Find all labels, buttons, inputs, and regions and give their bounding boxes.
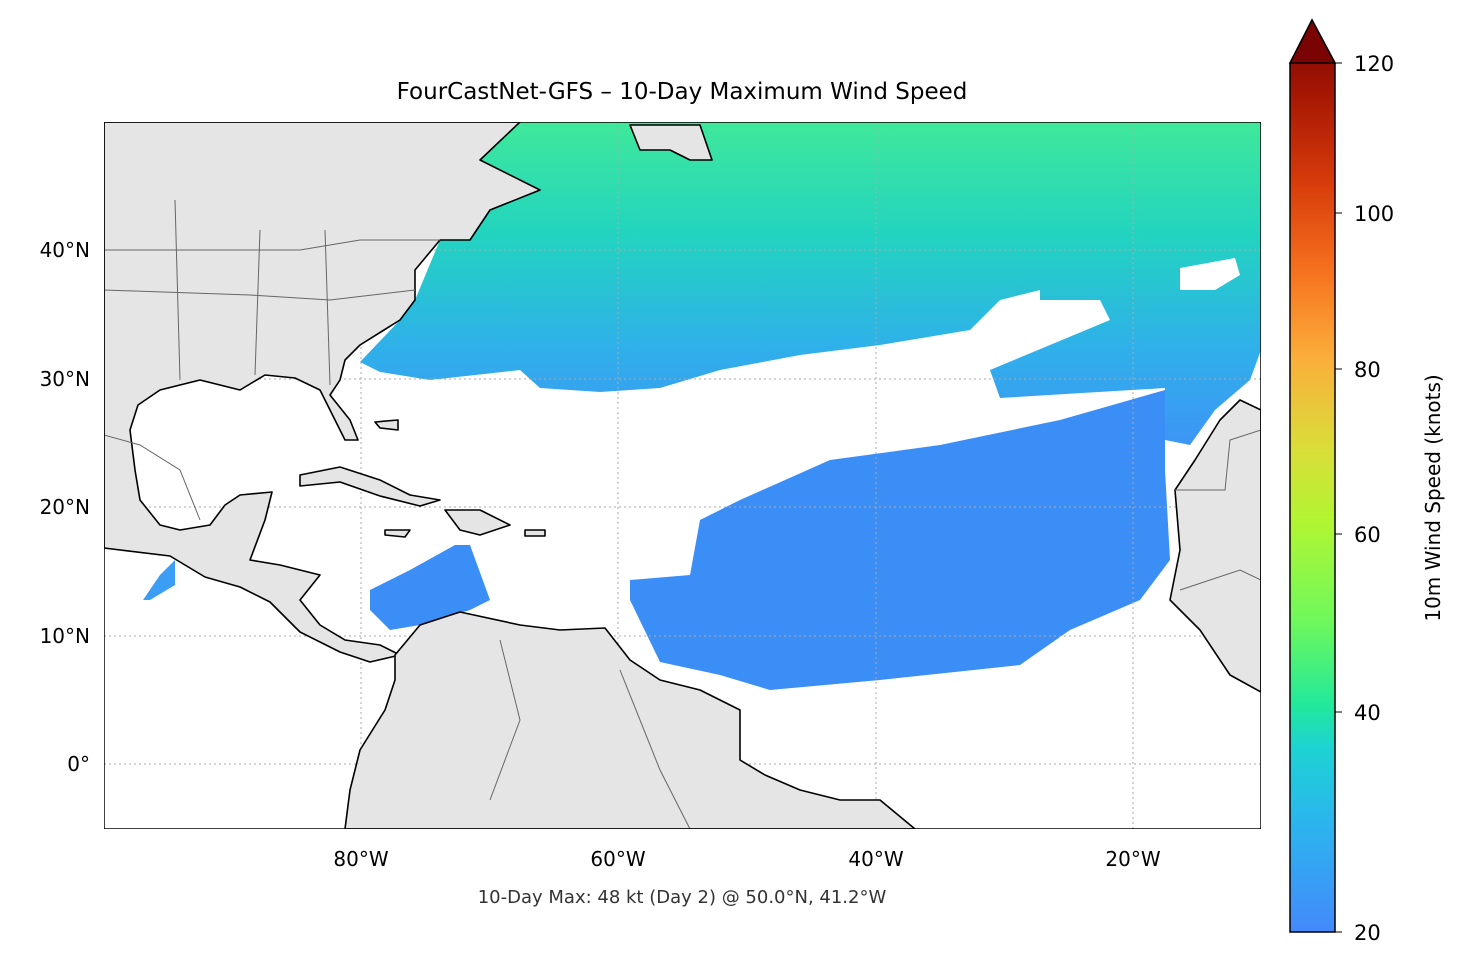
y-tick-label: 0°	[67, 752, 90, 776]
land-jamaica	[384, 529, 411, 538]
colorbar-tick-label: 100	[1354, 202, 1394, 226]
wind-gap	[1180, 258, 1240, 290]
colorbar-label: 10m Wind Speed (knots)	[1421, 374, 1445, 621]
x-tick-label: 80°W	[333, 847, 388, 871]
colorbar-body	[1289, 18, 1336, 933]
x-tick-label: 60°W	[590, 847, 645, 871]
land-south-america	[344, 611, 916, 829]
x-tick-label: 40°W	[848, 847, 903, 871]
y-tick-labels: 40°N 30°N 20°N 10°N 0°	[40, 238, 90, 776]
wind-region-north-atlantic	[360, 122, 1261, 445]
x-tick-label: 20°W	[1105, 847, 1160, 871]
y-tick-label: 30°N	[40, 367, 90, 391]
land-north-america	[104, 122, 541, 663]
colorbar-tick-label: 80	[1354, 358, 1381, 382]
x-tick-labels: 80°W 60°W 40°W 20°W	[333, 847, 1160, 871]
wind-region-caribbean	[370, 545, 490, 630]
borders	[104, 199, 1261, 829]
wind-max-spot	[680, 122, 1000, 242]
land-cuba	[299, 466, 441, 507]
wind-region-tropical-atlantic	[630, 390, 1170, 690]
colorbar-tick-label: 20	[1354, 921, 1381, 945]
y-tick-label: 40°N	[40, 238, 90, 262]
land-puerto-rico	[524, 529, 546, 537]
colorbar-ticks: 20 40 60 80 100 120	[1335, 52, 1394, 945]
colorbar: 20 40 60 80 100 120 10m Wind Speed (knots)	[1288, 18, 1445, 945]
land	[104, 122, 1261, 829]
colorbar-extend-arrow	[1288, 18, 1337, 64]
map-area	[104, 122, 1261, 829]
colorbar-tick-label: 120	[1354, 52, 1394, 76]
max-annotation: 10-Day Max: 48 kt (Day 2) @ 50.0°N, 41.2…	[478, 887, 887, 908]
y-tick-label: 20°N	[40, 495, 90, 519]
land-bahamas	[374, 419, 399, 431]
land-newfoundland	[629, 124, 713, 161]
colorbar-tick-label: 40	[1354, 701, 1381, 725]
y-tick-label: 10°N	[40, 624, 90, 648]
colorbar-tick-label: 60	[1354, 523, 1381, 547]
land-africa	[1169, 399, 1261, 693]
chart-title: FourCastNet-GFS – 10-Day Maximum Wind Sp…	[397, 79, 968, 105]
wind-region-pacific	[143, 560, 175, 600]
land-hispaniola	[444, 509, 511, 536]
